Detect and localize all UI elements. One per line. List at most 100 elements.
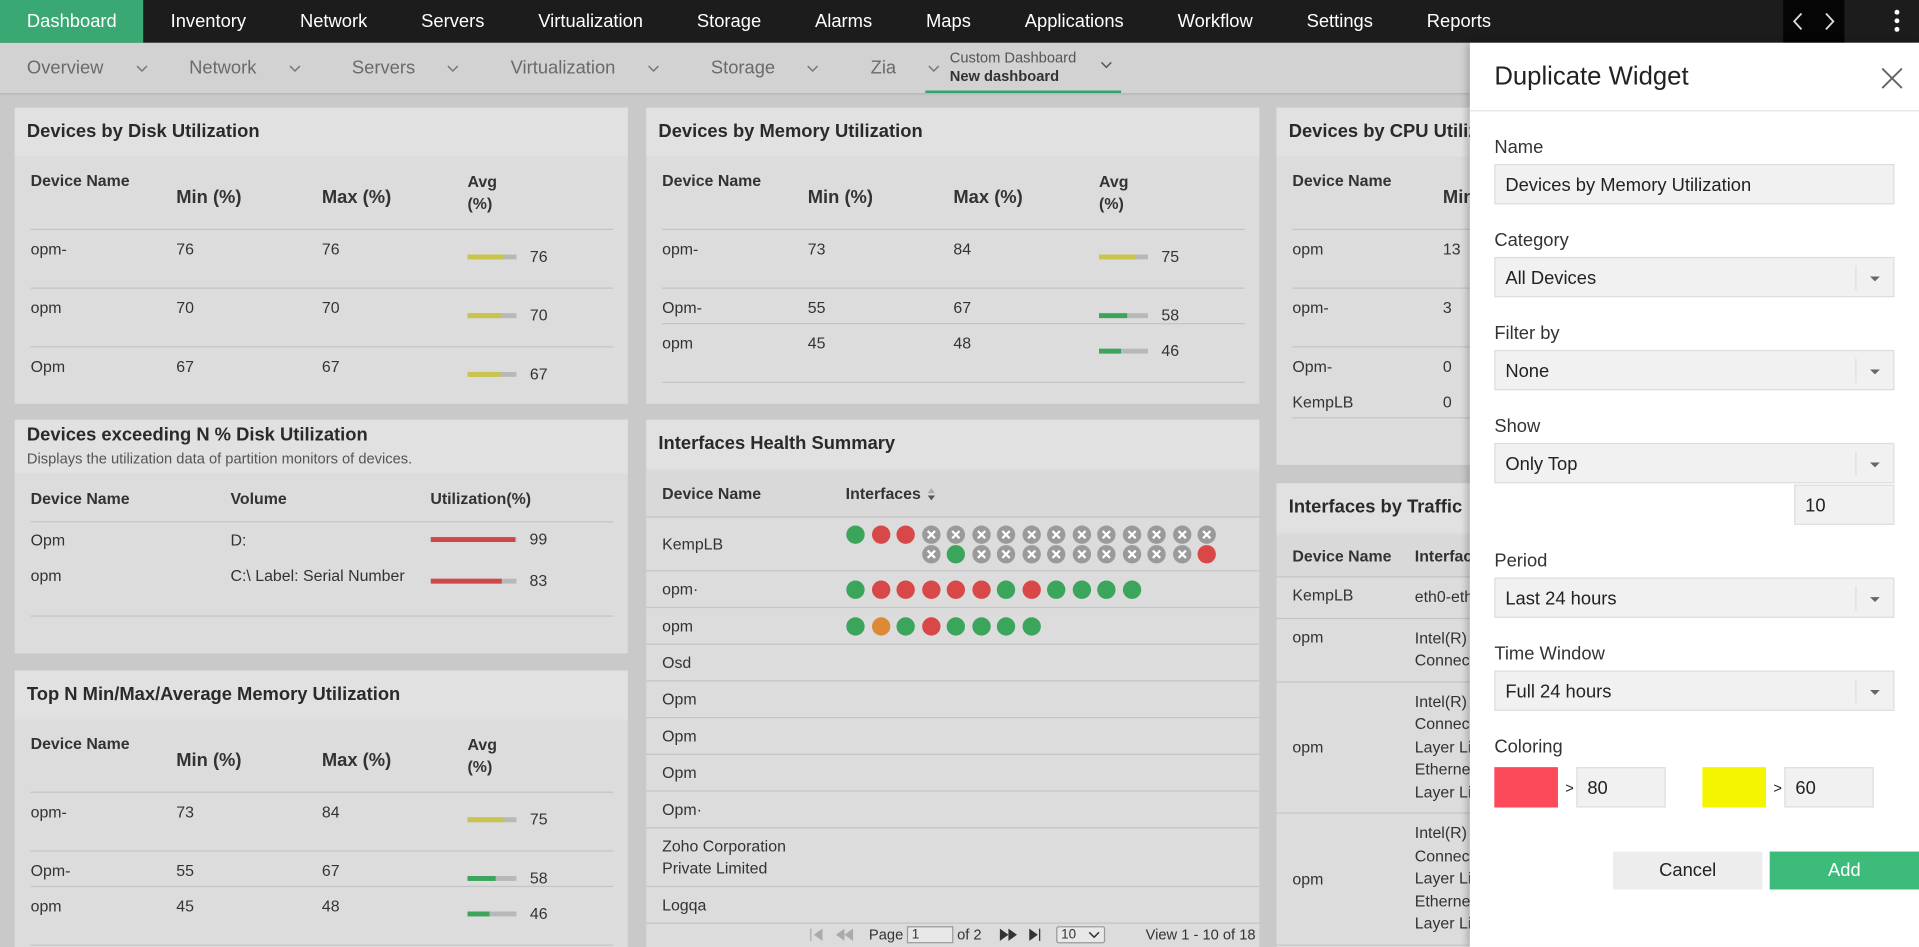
nav-item[interactable]: Storage [696, 11, 762, 32]
bar-cell: 76 [467, 247, 614, 265]
caret-icon [1870, 276, 1880, 282]
next-page[interactable] [999, 927, 1019, 942]
interface-status [946, 617, 966, 636]
threshold-input[interactable]: 60 [1784, 767, 1874, 808]
close-button[interactable] [1880, 66, 1904, 90]
chevron-icon [288, 64, 300, 72]
bar [1099, 312, 1128, 318]
select-input[interactable]: Full 24 hours [1494, 670, 1895, 711]
widget-title: Devices by Disk Utilization [14, 107, 628, 157]
status-dot [1122, 580, 1141, 599]
add-button[interactable]: Add [1769, 851, 1919, 890]
table-cell: 55 [808, 299, 954, 323]
nav-item[interactable]: Workflow [1177, 11, 1253, 32]
interface-status [1021, 525, 1041, 544]
nav-item[interactable]: Alarms [815, 11, 873, 32]
nav-item[interactable]: Inventory [170, 11, 247, 32]
cell-text: opm [30, 298, 62, 317]
status-dot [921, 580, 940, 599]
chevron-line [1100, 61, 1112, 69]
select-divider [1855, 586, 1857, 611]
nav-item[interactable]: Reports [1426, 11, 1492, 32]
first-page[interactable] [808, 927, 828, 942]
table-cell: 67 [322, 357, 468, 403]
interface-status [996, 525, 1016, 544]
cell-text: opm [662, 334, 694, 353]
select-input[interactable]: Last 24 hours [1494, 577, 1895, 618]
select-input[interactable]: Only Top [1494, 442, 1895, 484]
arrow-icons[interactable] [1783, 0, 1844, 43]
bar-track [1099, 348, 1148, 353]
select-input[interactable]: All Devices [1494, 256, 1895, 298]
caret [1870, 276, 1880, 282]
color-swatch[interactable] [1494, 767, 1558, 808]
table-row: Opm D: 99 [31, 522, 614, 557]
interface-status [1021, 617, 1041, 636]
widget-title: Top N Min/Max/Average Memory Utilization [14, 670, 628, 720]
cell-text: C:\ Label: Serial Number [230, 566, 405, 585]
field-label: Category [1494, 230, 1569, 251]
pager: Page 1 of 2 10 View 1 - 10 of 18 [808, 926, 1256, 944]
table-cell: 58 [1099, 299, 1245, 324]
nav-item[interactable]: Dashboard [0, 0, 144, 43]
custom-dashboard-name: New dashboard [949, 67, 1060, 85]
nav-item[interactable]: Virtualization [538, 11, 644, 32]
status-cross [1202, 530, 1212, 540]
nav-item[interactable]: Maps [925, 11, 971, 32]
per-page-value: 10 [1061, 927, 1077, 943]
table-cell: 45 [808, 334, 954, 382]
cancel-button[interactable]: Cancel [1613, 851, 1763, 890]
bar-cell: 75 [467, 810, 614, 828]
table-row: Opm· [646, 792, 1260, 829]
table-cell: 0 [1442, 392, 1452, 412]
interface-status [1172, 525, 1191, 544]
sub-nav-item[interactable]: Servers [325, 43, 484, 93]
column-header: Min (%) [176, 171, 322, 229]
sub-nav-item[interactable]: Network [162, 43, 325, 93]
sub-nav-item[interactable]: Zia [844, 43, 965, 93]
table-cell: 76 [176, 240, 322, 288]
per-page-select[interactable]: 10 [1056, 926, 1106, 944]
sub-nav-item[interactable]: Virtualization [484, 43, 684, 93]
column-header: Volume [230, 489, 287, 508]
table-cell: 70 [467, 299, 614, 347]
status-dot [921, 617, 940, 636]
select-field: Category All Devices [1470, 229, 1919, 298]
bar-cell: 67 [467, 365, 614, 383]
caret-icon [1870, 597, 1880, 602]
table-cell: 75 [1099, 240, 1245, 288]
menu-icon[interactable] [1885, 0, 1909, 43]
count-input[interactable]: 10 [1794, 484, 1895, 525]
nav-item[interactable]: Settings [1306, 11, 1373, 32]
threshold-input[interactable]: 80 [1576, 767, 1666, 808]
column-header[interactable]: Interfaces [846, 485, 940, 503]
nav-arrows[interactable] [1783, 0, 1845, 43]
cell-text: Opm [30, 530, 66, 550]
data-table: Device Name Min (%) Max (%) Avg (%) opm- 73 84… [662, 171, 1245, 383]
custom-dashboard-tab[interactable]: Custom Dashboard New dashboard [925, 43, 1122, 93]
cell-text: 67 [321, 861, 340, 880]
table-cell: opm- [31, 240, 177, 288]
sub-nav-item[interactable]: Storage [684, 43, 844, 93]
nav-item[interactable]: Servers [421, 11, 485, 32]
interface-status [996, 617, 1016, 636]
select-input[interactable]: None [1494, 349, 1895, 391]
color-swatch[interactable] [1702, 767, 1767, 808]
interface-status [1072, 580, 1091, 599]
page-input[interactable]: 1 [906, 926, 954, 944]
nav-item[interactable]: Network [299, 11, 368, 32]
column-header-text: Interfaces [845, 484, 921, 503]
table-row: Opm- 55 67 58 [30, 852, 614, 888]
bar-value: 58 [529, 868, 548, 888]
table-header: Device Name Min (%) Max (%) Avg (%) [662, 171, 1245, 231]
nav-item[interactable]: Applications [1024, 11, 1124, 32]
name-input[interactable]: Devices by Memory Utilization [1494, 163, 1895, 205]
sub-nav-item[interactable]: Overview [0, 43, 162, 93]
last-page[interactable] [1026, 927, 1046, 942]
column-header-text: Avg (%) [467, 172, 497, 213]
prev-page[interactable] [835, 927, 855, 942]
interface-name: Intel(R) 8 [1414, 691, 1481, 711]
cell-text: 48 [321, 896, 340, 916]
table-cell: C:\ Label: Serial Number [230, 566, 430, 615]
status-dot [1047, 580, 1066, 599]
